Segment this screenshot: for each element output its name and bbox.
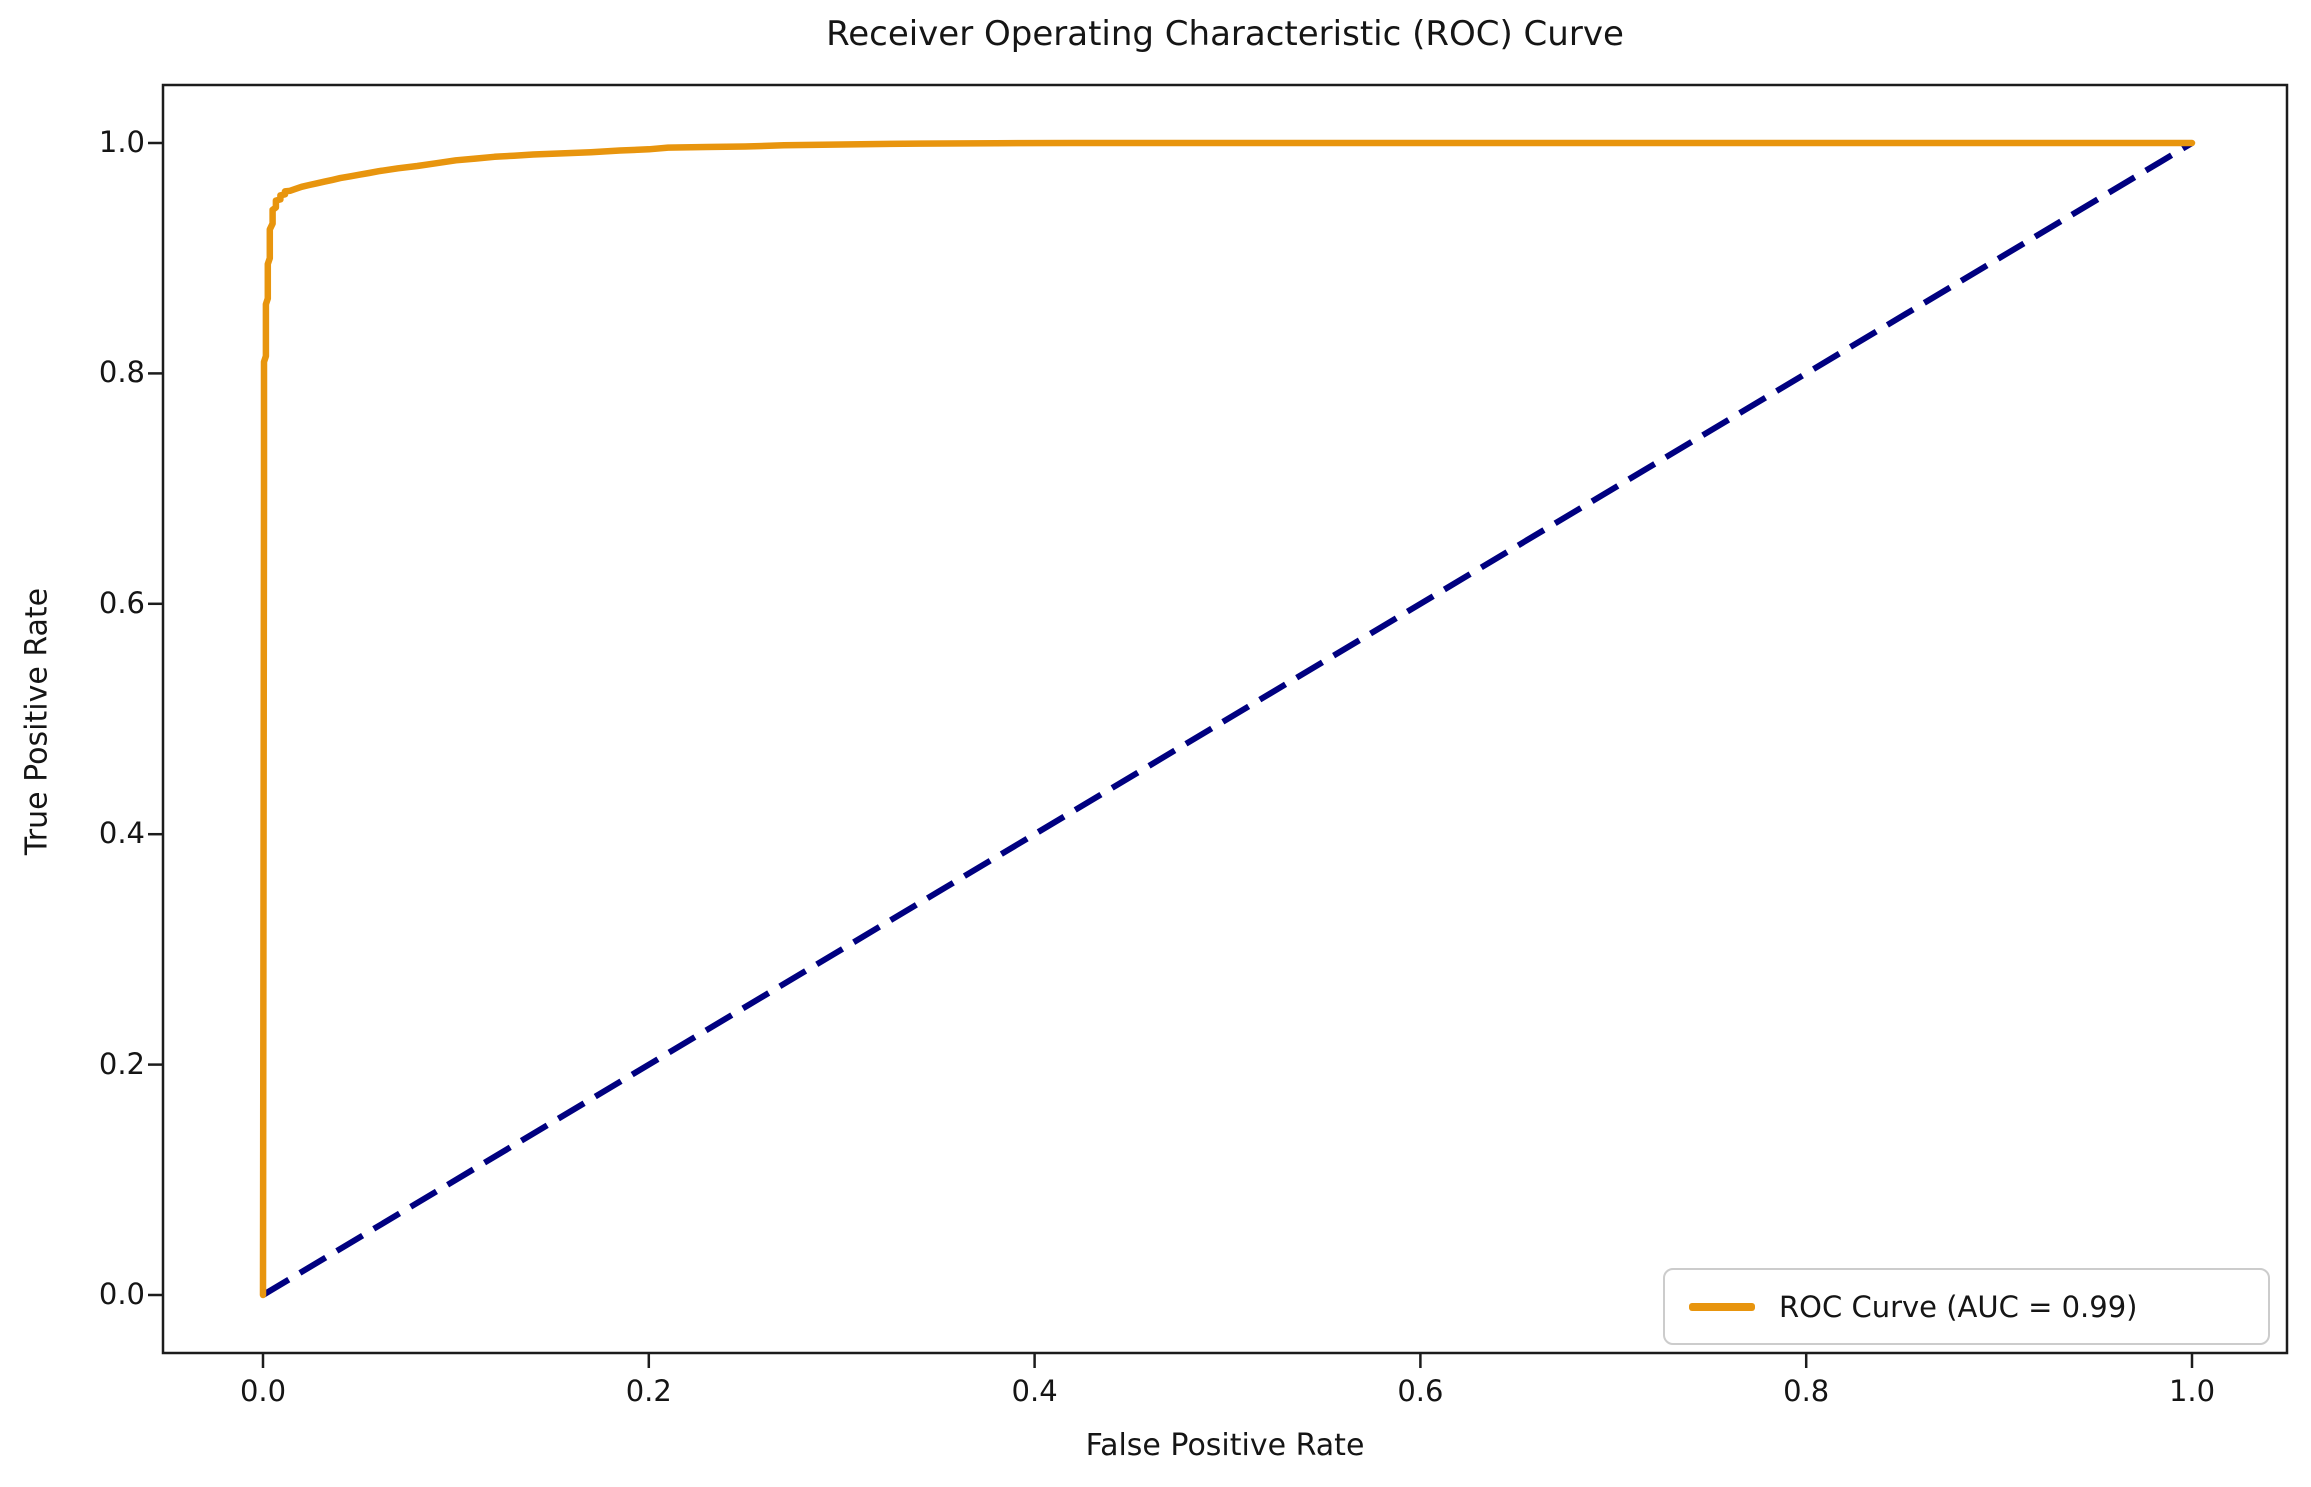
x-tick-label: 0.2 [625, 1374, 672, 1408]
roc-curve-legend-swatch [1689, 1302, 1755, 1311]
x-tick-label: 0.8 [1783, 1374, 1830, 1408]
plot-spines [161, 83, 2289, 1355]
y-tick-label: 0.2 [98, 1046, 145, 1081]
y-tick-label: 1.0 [98, 125, 145, 159]
x-tick-label: 0.6 [1397, 1374, 1444, 1408]
roc-curve-legend-label: ROC Curve (AUC = 0.99) [1779, 1289, 2138, 1324]
chance-diagonal-line [261, 140, 2194, 1298]
y-tick-label: 0.4 [98, 816, 145, 851]
legend-box: ROC Curve (AUC = 0.99) [1663, 1268, 2270, 1345]
x-axis-label: False Positive Rate [1085, 1428, 1365, 1463]
roc-curve-line [259, 139, 2196, 1299]
x-tick-label: 0.4 [1011, 1374, 1058, 1408]
y-tick-label: 0.0 [98, 1277, 145, 1311]
x-tick-label: 1.0 [2168, 1374, 2216, 1408]
x-tick-label: 0.0 [239, 1374, 287, 1408]
axis-tick-marks [148, 141, 2194, 1368]
y-axis-label: True Positive Rate [19, 587, 55, 856]
y-tick-label: 0.8 [98, 355, 145, 390]
chart-title: Receiver Operating Characteristic (ROC) … [826, 14, 1624, 54]
y-tick-label: 0.6 [98, 585, 145, 620]
